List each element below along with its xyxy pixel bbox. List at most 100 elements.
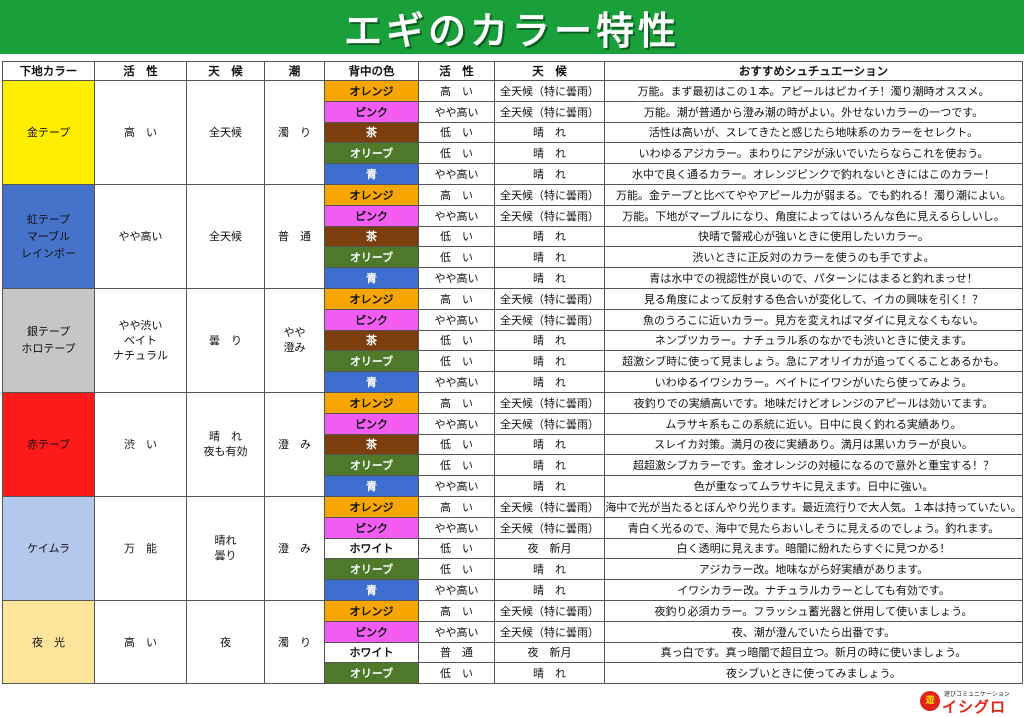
row-weather-cell: 全天候（特に曇雨） <box>494 287 605 310</box>
back-color-cell: 茶 <box>324 433 419 456</box>
situation-cell: 万能。下地がマーブルになり、角度によってはいろんな色に見えるらしいし。 <box>604 204 1023 227</box>
row-weather-cell: 晴 れ <box>494 433 605 456</box>
situation-cell: ネンブツカラー。ナチュラル系のなかでも渋いときに使えます。 <box>604 329 1023 352</box>
table-row: 金テープ高 い全天候濁 りオレンジ高 い全天候（特に曇雨） 万能。まず最初はこの１… <box>2 80 1023 185</box>
row-activity-cell: 低 い <box>418 662 495 685</box>
back-color-cell: ピンク <box>324 516 419 539</box>
table-row: 茶低 い晴 れスレイカ対策。満月の夜に実績あり。満月は黒いカラーが良い。 <box>3 433 1023 456</box>
table-row: オリーブ低 い晴 れ夜シブいときに使ってみましょう。 <box>3 662 1023 685</box>
back-color-cell: オリーブ <box>324 454 419 477</box>
weather-cell-line: 曇 り <box>209 333 242 347</box>
tide-cell-line: やや <box>283 326 306 340</box>
table-row: 青やや高い晴 れいわゆるイワシカラー。ベイトにイワシがいたら使ってみよう。 <box>3 371 1023 393</box>
back-color-cell: 茶 <box>324 329 419 352</box>
tide-cell: 澄 み <box>264 495 325 601</box>
base-color-cell-line: レインボー <box>21 246 76 260</box>
situation-cell: 魚のうろこに近いカラー。見方を変えればマダイに見えなくもない。 <box>604 308 1023 331</box>
weather-cell-line: 全天候 <box>209 229 242 243</box>
weather-cell-line: 夜も有効 <box>203 445 248 459</box>
weather-cell-line: 晴れ <box>214 534 237 548</box>
activity-cell-line: やや渋い <box>118 318 163 332</box>
row-activity-cell: 低 い <box>418 225 495 248</box>
base-color-cell: ケイムラ <box>2 495 95 601</box>
base-color-cell-line: マーブル <box>26 229 71 243</box>
back-color-cell: オリーブ <box>324 246 419 269</box>
situation-cell: 色が重なってムラサキに見えます。日中に強い。 <box>604 475 1023 497</box>
activity-cell: やや渋い ベイト ナチュラル <box>94 287 187 393</box>
row-activity-cell: 高 い <box>418 183 495 206</box>
situation-cell: 万能。潮が普通から澄み潮の時がよい。外せないカラーの一つです。 <box>604 100 1023 123</box>
row-activity-cell: 高 い <box>418 80 495 102</box>
base-color-cell-line: 金テープ <box>26 125 71 139</box>
weather-cell: 全天候 <box>186 80 265 185</box>
weather-cell: 晴れ 曇り <box>186 495 265 601</box>
row-weather-cell: 晴 れ <box>494 267 605 289</box>
table-row: ピンク やや高い 全天候（特に曇雨） 青白く光るので、海中で見たらおいしそうに見えるの… <box>3 516 1023 539</box>
situation-cell: イワシカラー改。ナチュラルカラーとしても有効です。 <box>604 579 1023 601</box>
row-weather-cell: 晴 れ <box>494 350 605 373</box>
base-color-cell-line: ホロテープ <box>21 342 76 356</box>
base-color-cell-line: 虹テープ <box>26 212 71 226</box>
row-weather-cell: 晴 れ <box>494 662 605 685</box>
tide-cell-line: 澄 み <box>278 437 311 451</box>
page-title: エギのカラー特性 <box>343 8 680 53</box>
table-row: ケイムラ万 能晴れ 曇り澄 みオレンジ高 い全天候（特に曇雨） 海中で光が当たるとぼ… <box>2 495 1023 601</box>
activity-cell: 渋 い <box>94 391 187 497</box>
tide-cell: 澄 み <box>264 391 325 497</box>
row-activity-cell: 低 い <box>418 537 495 560</box>
table-row: ピンク やや高い 全天候（特に曇雨） 万能。下地がマーブルになり、角度によってはいろん… <box>3 204 1023 227</box>
logo-tagline: 遊びコミュニケーション <box>944 691 1010 698</box>
row-activity-cell: 高 い <box>418 495 495 518</box>
weather-cell-line: 夜 <box>220 635 231 649</box>
situation-cell: 白く透明に見えます。暗闇に紛れたらすぐに見つかる！ <box>604 537 1023 560</box>
back-color-cell: ピンク <box>324 620 419 643</box>
header-weather-2: 天 候 <box>494 61 605 81</box>
row-activity-cell: 高 い <box>418 599 495 622</box>
back-color-cell: オレンジ <box>324 287 419 310</box>
weather-cell: 曇 り <box>186 287 265 393</box>
row-activity-cell: 高 い <box>418 391 495 414</box>
row-weather-cell: 晴 れ <box>494 329 605 352</box>
table-row: オリーブ低 い晴 れいわゆるアジカラー。まわりにアジが泳いでいたらならこれを使お… <box>3 142 1023 165</box>
back-color-cell: オリーブ <box>324 350 419 373</box>
base-color-cell: 虹テープマーブルレインボー <box>2 183 95 289</box>
row-weather-cell: 全天候（特に曇雨） <box>494 183 605 206</box>
row-activity-cell: 普 通 <box>418 641 495 664</box>
row-weather-cell: 晴 れ <box>494 142 605 165</box>
table-row: 銀テープ ホロテープ やや渋い ベイト ナチュラル曇 りやや 澄み オレンジ高 い全天候（特… <box>2 287 1023 393</box>
activity-cell-line: 高 い <box>124 125 157 139</box>
row-weather-cell: 全天候（特に曇雨） <box>494 516 605 539</box>
row-activity-cell: やや高い <box>418 308 495 331</box>
header-back-color: 背中の色 <box>324 61 419 81</box>
row-activity-cell: やや高い <box>418 100 495 123</box>
row-activity-cell: 低 い <box>418 558 495 581</box>
row-activity-cell: 低 い <box>418 121 495 144</box>
tide-cell: 普 通 <box>264 183 325 289</box>
activity-cell: 高 い <box>94 80 187 185</box>
activity-cell-line: 高 い <box>124 635 157 649</box>
situation-cell: いわゆるアジカラー。まわりにアジが泳いでいたらならこれを使おう。 <box>604 142 1023 165</box>
table-row: ピンク やや高い 全天候（特に曇雨） 魚のうろこに近いカラー。見方を変えればマダイに見… <box>3 308 1023 331</box>
situation-cell: 水中で良く通るカラー。オレンジピンクで釣れないときにはこのカラー！ <box>604 163 1023 185</box>
weather-cell-line: 曇り <box>214 549 237 563</box>
activity-cell-line: ナチュラル <box>113 348 168 362</box>
row-weather-cell: 全天候（特に曇雨） <box>494 204 605 227</box>
back-color-cell: 青 <box>324 475 419 497</box>
activity-cell-line: 渋 い <box>124 437 157 451</box>
situation-cell: 夜釣りでの実績高いです。地味だけどオレンジのアピールは効いてます。 <box>604 391 1023 414</box>
back-color-cell: ピンク <box>324 308 419 331</box>
row-weather-cell: 全天候（特に曇雨） <box>494 80 605 102</box>
back-color-cell: オリーブ <box>324 558 419 581</box>
situation-cell: 快晴で警戒心が強いときに使用したいカラー。 <box>604 225 1023 248</box>
situation-cell: いわゆるイワシカラー。ベイトにイワシがいたら使ってみよう。 <box>604 371 1023 393</box>
row-activity-cell: 低 い <box>418 329 495 352</box>
situation-cell: 青は水中での視認性が良いので、パターンにはまると釣れまっせ！ <box>604 267 1023 289</box>
tide-cell-line: 濁 り <box>278 125 311 139</box>
row-activity-cell: やや高い <box>418 620 495 643</box>
back-color-cell: 青 <box>324 579 419 601</box>
header-activity-2: 活 性 <box>418 61 495 81</box>
back-color-cell: ホワイト <box>324 641 419 664</box>
row-weather-cell: 全天候（特に曇雨） <box>494 495 605 518</box>
row-weather-cell: 夜 新月 <box>494 537 605 560</box>
back-color-cell: オリーブ <box>324 662 419 685</box>
